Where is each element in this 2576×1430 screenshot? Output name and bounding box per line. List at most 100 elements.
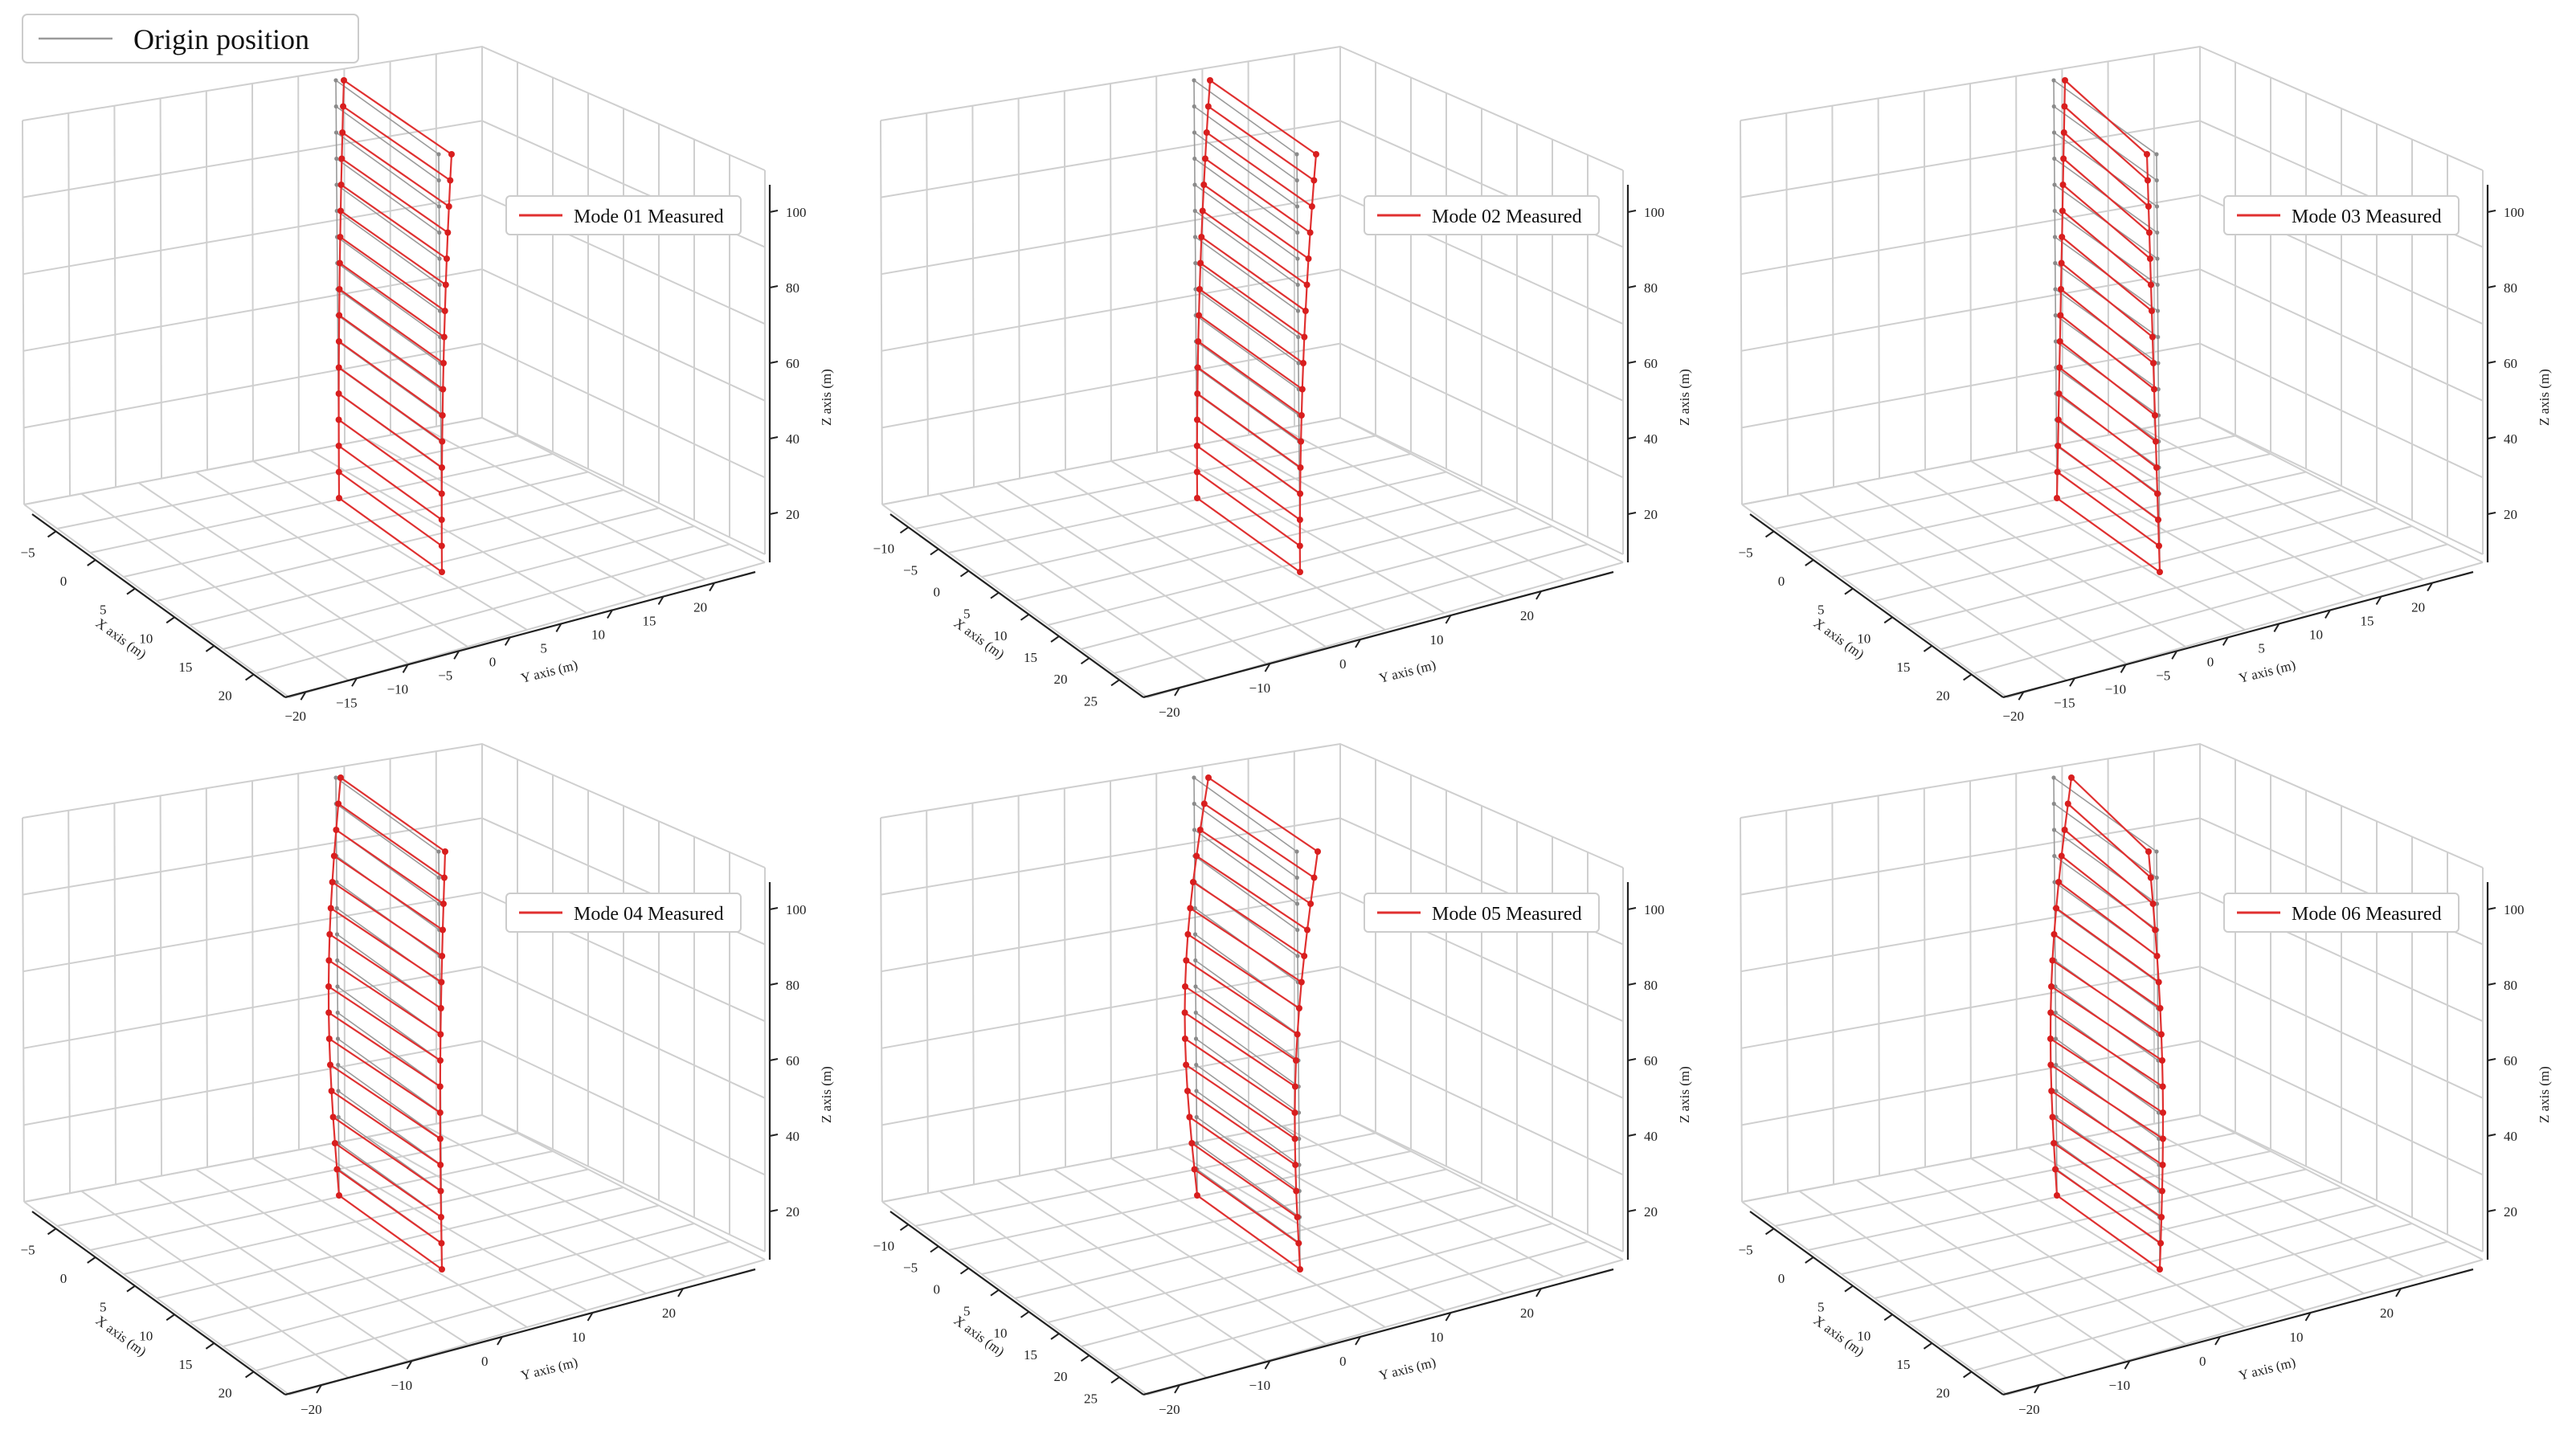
y-tick-label: −10 — [2105, 681, 2127, 697]
gridline — [137, 1179, 409, 1362]
measured-node — [330, 852, 337, 860]
gridline — [880, 120, 883, 505]
origin-node — [1295, 927, 1300, 933]
z-tick — [2487, 285, 2496, 288]
measured-node — [440, 360, 447, 366]
origin-node — [1194, 1141, 1200, 1146]
y-tick — [406, 1360, 413, 1370]
gridline — [22, 194, 766, 325]
measured-node — [326, 931, 333, 938]
measured-node — [1291, 1135, 1298, 1142]
x-tick — [1050, 635, 1060, 643]
origin-node — [436, 875, 441, 880]
measured-node — [2159, 1135, 2166, 1142]
measured-node — [1194, 364, 1201, 371]
z-tick — [2487, 1058, 2496, 1061]
gridline — [22, 891, 766, 1023]
z-tick — [1627, 361, 1637, 364]
origin-node — [436, 152, 441, 157]
measured-floor-beam — [2063, 105, 2149, 182]
measured-node — [1189, 879, 1196, 885]
gridline — [1740, 194, 2484, 325]
origin-node — [1295, 282, 1300, 288]
z-tick-label: 60 — [2504, 1053, 2517, 1068]
gridline — [2015, 773, 2018, 1150]
measured-node — [1188, 1140, 1196, 1146]
gridline — [1785, 112, 1789, 496]
origin-node — [2154, 875, 2159, 880]
gridline — [195, 1168, 468, 1345]
mode-legend: Mode 01 Measured — [505, 195, 742, 235]
y-tick-label: −5 — [438, 668, 452, 683]
z-tick — [2487, 436, 2496, 439]
measured-floor-beam — [2059, 366, 2157, 443]
gridline — [252, 460, 528, 631]
x-axis — [31, 1211, 286, 1395]
measured-floor-beam — [333, 855, 444, 931]
y-tick-label: 20 — [1520, 1305, 1534, 1321]
measured-node — [1193, 468, 1200, 476]
y-tick — [1174, 1384, 1180, 1394]
gridline — [251, 83, 254, 462]
measured-node — [444, 229, 452, 236]
z-tick-label: 100 — [1644, 902, 1665, 917]
measured-floor-beam — [2061, 236, 2153, 312]
origin-node — [1192, 156, 1197, 161]
gridline — [996, 1179, 1267, 1362]
y-tick — [1174, 687, 1180, 697]
gridline — [881, 891, 1624, 1023]
measured-node — [1294, 1214, 1301, 1220]
measured-floor-beam — [1198, 314, 1303, 390]
gridline — [1740, 817, 1743, 1203]
x-tick-label: −5 — [1739, 545, 1753, 560]
x-tick — [1923, 1342, 1932, 1350]
measured-node — [339, 129, 346, 136]
x-tick-label: 15 — [178, 660, 192, 675]
origin-floor-beam — [335, 105, 440, 182]
z-axis-label: Z axis (m) — [2537, 369, 2552, 426]
z-tick — [769, 210, 779, 213]
measured-floor-beam — [2063, 132, 2149, 207]
measured-node — [336, 259, 343, 267]
origin-node — [2156, 386, 2161, 392]
measured-node — [1305, 255, 1312, 262]
measured-node — [2145, 203, 2152, 210]
origin-floor-beam — [1195, 288, 1299, 364]
measured-node — [2157, 1031, 2165, 1038]
origin-node — [2156, 334, 2161, 340]
origin-node — [336, 1114, 341, 1120]
measured-floor-beam — [2051, 1116, 2163, 1192]
measured-floor-beam — [1196, 445, 1301, 521]
origin-floor-beam — [1194, 855, 1298, 931]
measured-node — [2159, 1083, 2166, 1090]
gridline — [1741, 1201, 2008, 1395]
gridline — [205, 91, 208, 470]
measured-node — [1310, 874, 1318, 881]
measured-node — [2049, 957, 2056, 964]
x-tick-label: 0 — [1778, 1271, 1785, 1286]
gridline — [23, 268, 766, 402]
origin-floor-beam — [1196, 1064, 1300, 1140]
x-tick — [959, 1267, 970, 1275]
x-tick-label: 25 — [1084, 1391, 1098, 1406]
y-tick — [2304, 1312, 2312, 1322]
x-tick — [1844, 1285, 1854, 1293]
origin-node — [2053, 339, 2059, 344]
origin-node — [2051, 827, 2057, 832]
y-axis-label: Y axis (m) — [519, 657, 579, 686]
y-tick — [453, 650, 460, 660]
z-tick — [1627, 512, 1637, 515]
x-tick — [126, 1285, 136, 1293]
measured-node — [2059, 234, 2066, 240]
origin-node — [334, 880, 339, 885]
y-tick-label: 5 — [2258, 640, 2265, 656]
gridline — [926, 810, 929, 1194]
z-axis-label: Z axis (m) — [1677, 369, 1692, 426]
x-tick — [1883, 1314, 1893, 1322]
y-tick-label: 10 — [2290, 1330, 2304, 1345]
measured-node — [2155, 979, 2162, 986]
measured-floor-beam — [1197, 341, 1302, 416]
origin-node — [1296, 334, 1301, 340]
y-tick-label: 20 — [693, 600, 707, 615]
measured-node — [329, 1113, 337, 1121]
